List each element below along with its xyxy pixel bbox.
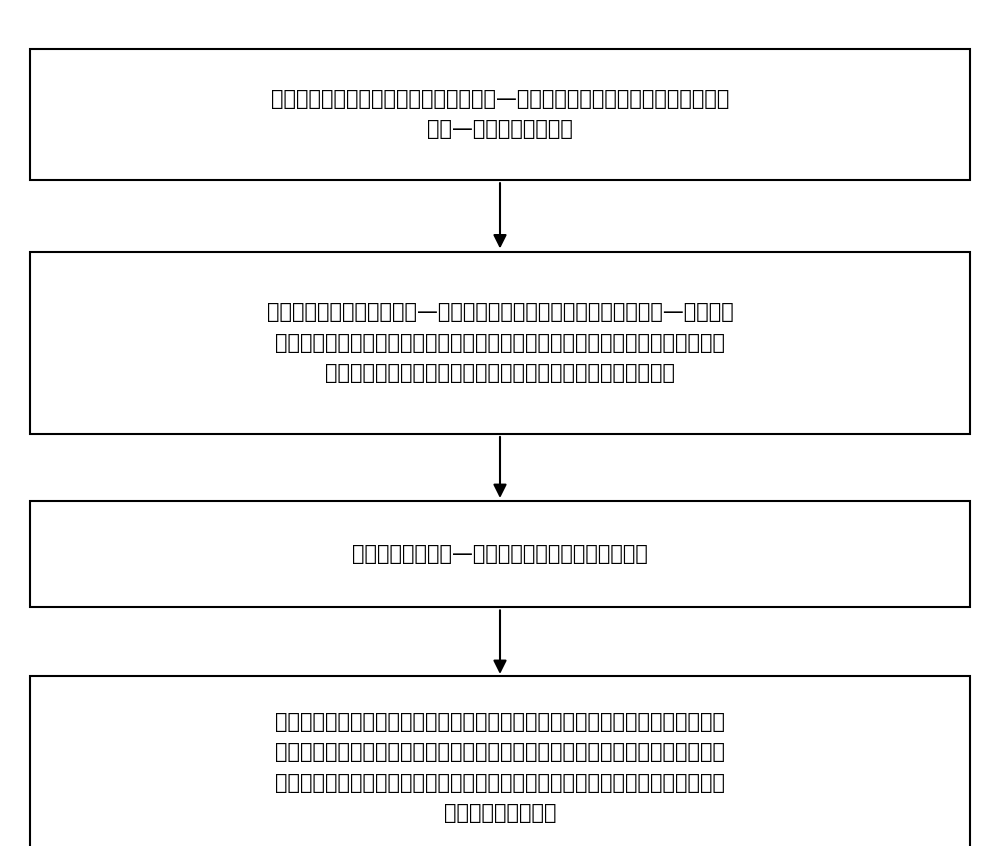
FancyBboxPatch shape	[30, 252, 970, 433]
Text: 根据扩展的菲利蒲—海佛隆模型，获取系统振荡频率: 根据扩展的菲利蒲—海佛隆模型，获取系统振荡频率	[352, 544, 648, 564]
Text: 将附加调差引入单机无穷大系统的菲利蒲—海佛隆模型，并确定引入附加调差的菲
利蒲—海佛隆模型的系数: 将附加调差引入单机无穷大系统的菲利蒲—海佛隆模型，并确定引入附加调差的菲 利蒲—…	[271, 89, 729, 140]
Text: 根据系统振荡频率、励磁附加同步转矩系数、发电机总体同步转矩系数公式、励磁
附加阻尼转矩系数和发电机总体阻尼转矩系数公式，确定同步转矩系数及阻尼转矩
系数增量，根: 根据系统振荡频率、励磁附加同步转矩系数、发电机总体同步转矩系数公式、励磁 附加阻…	[275, 711, 725, 823]
FancyBboxPatch shape	[30, 501, 970, 607]
FancyBboxPatch shape	[30, 48, 970, 180]
Text: 根据引入附加调差的菲利蒲—海佛隆模型的系数，获取定扩展的菲利蒲—海佛隆模
型，在给定电压测量时间常数时，励磁附加同步转矩系数、发电机总体同步转矩系
数公式、励磁: 根据引入附加调差的菲利蒲—海佛隆模型的系数，获取定扩展的菲利蒲—海佛隆模 型，在…	[267, 302, 733, 383]
FancyBboxPatch shape	[30, 677, 970, 846]
